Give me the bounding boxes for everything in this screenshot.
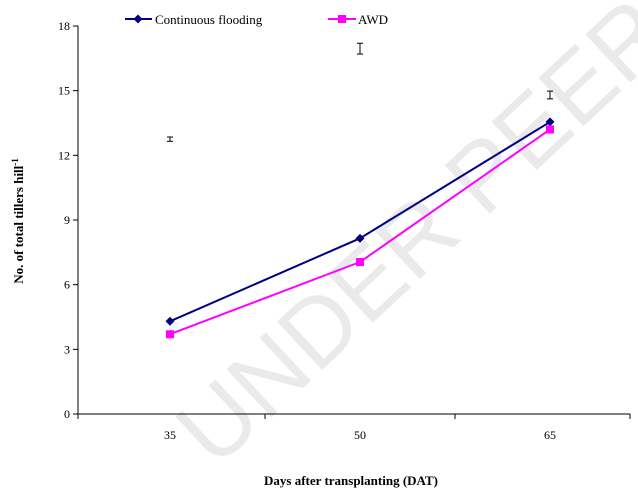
y-tick-label: 9 — [64, 213, 70, 227]
point-awd — [356, 258, 364, 267]
point-continuous-flooding — [355, 233, 365, 243]
y-axis-title: No. of total tillers hill-1 — [10, 158, 26, 284]
x-tick-label: 65 — [544, 428, 556, 442]
point-continuous-flooding — [165, 316, 175, 326]
y-tick-label: 6 — [64, 278, 70, 292]
error-bar — [547, 90, 553, 100]
point-awd — [546, 125, 554, 134]
error-bars — [167, 42, 553, 142]
y-tick-label: 18 — [58, 19, 70, 33]
error-bar — [357, 42, 363, 55]
y-tick-label: 0 — [64, 407, 70, 421]
legend-item-continuous-flooding: Continuous flooding — [125, 12, 263, 27]
legend: Continuous flooding AWD — [125, 12, 388, 27]
x-axis-title: Days after transplanting (DAT) — [264, 473, 438, 488]
y-tick-label: 3 — [64, 342, 70, 356]
legend-item-awd: AWD — [328, 12, 388, 27]
legend-label-continuous-flooding: Continuous flooding — [155, 12, 263, 27]
series-group — [165, 117, 555, 339]
point-awd — [166, 330, 174, 339]
x-tick-label: 35 — [164, 428, 176, 442]
legend-label-awd: AWD — [358, 12, 388, 27]
y-tick-label: 15 — [58, 84, 70, 98]
error-bar — [167, 136, 173, 142]
x-tick-label: 50 — [354, 428, 366, 442]
y-axis-title-superscript: -1 — [10, 158, 20, 166]
point-continuous-flooding — [545, 117, 555, 127]
watermark: UNDER PEER REVIEW — [156, 0, 638, 485]
legend-marker-awd — [338, 15, 346, 23]
legend-marker-continuous-flooding — [133, 14, 143, 24]
y-tick-label: 12 — [58, 148, 70, 162]
x-ticks: 35 50 65 — [77, 414, 631, 442]
y-ticks: 0 3 6 9 12 15 18 — [58, 19, 78, 421]
y-axis-title-text: No. of total tillers hill — [11, 165, 26, 283]
